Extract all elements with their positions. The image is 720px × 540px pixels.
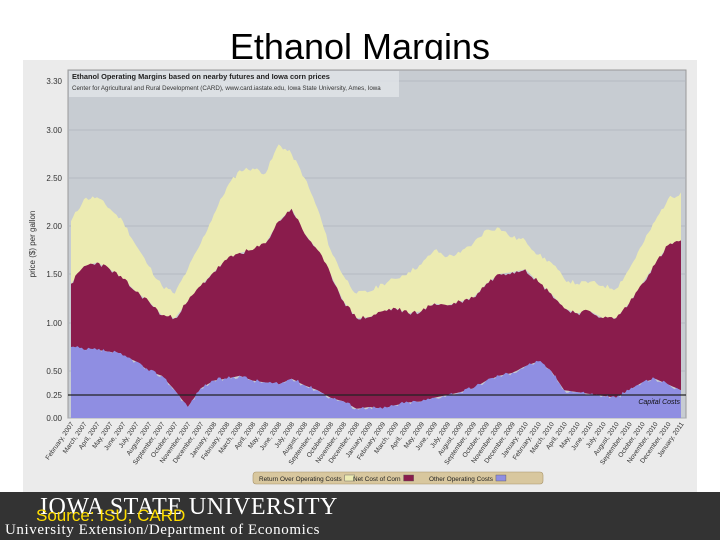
legend-swatch: [344, 474, 355, 482]
capital-cost-label: Capital Costs: [638, 399, 680, 406]
y-tick-label: 0.50: [46, 367, 62, 376]
y-tick-label: 1.50: [46, 270, 62, 279]
legend-swatch: [495, 474, 507, 482]
y-tick-label: 2.50: [46, 174, 62, 183]
chart-title-box: [69, 71, 399, 97]
y-tick-label: 2.00: [46, 222, 62, 231]
y-tick-label: 1.00: [46, 319, 62, 328]
legend-label: Net Cost of Corn: [353, 476, 401, 483]
legend-box: [252, 471, 544, 485]
legend-swatch: [403, 474, 414, 482]
y-tick-label: 0.00: [46, 414, 62, 423]
y-tick-label: 3.00: [46, 126, 62, 135]
series-area-other-costs: [71, 346, 681, 418]
chart-subtitle: Center for Agricultural and Rural Develo…: [72, 85, 381, 92]
y-tick-label: 3.30: [46, 77, 62, 86]
chart-panel: 3.30 3.00 2.50 2.00 1.50 1.00 0.50 0.25 0.00 Capi…: [23, 60, 697, 492]
footer-subtitle: University Extension/Department of Econo…: [5, 522, 321, 538]
series-area-return-over: [71, 144, 681, 319]
legend-label: Other Operating Costs: [429, 476, 493, 483]
y-axis-label: price ($) per gallon: [28, 211, 37, 278]
university-logo: IOWA STATE UNIVERSITY: [40, 494, 338, 520]
series-area-net-corn: [71, 208, 681, 409]
source-note: Source: ISU, CARD: [36, 506, 186, 525]
y-tick-label: 0.25: [46, 391, 62, 400]
margins-chart: 3.30 3.00 2.50 2.00 1.50 1.00 0.50 0.25 0.00 Capi…: [28, 69, 687, 485]
legend-label: Return Over Operating Costs: [259, 476, 342, 483]
chart-title: Ethanol Operating Margins based on nearb…: [72, 72, 330, 81]
footer-bar: [0, 492, 720, 540]
